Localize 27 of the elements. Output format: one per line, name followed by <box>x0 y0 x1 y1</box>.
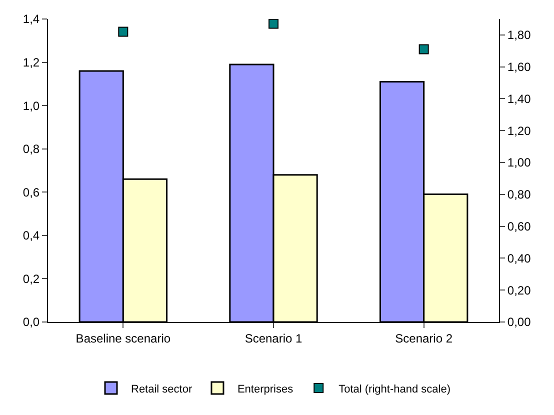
y-tick-label: 0,8 <box>22 142 40 156</box>
y-tick-label: 0,6 <box>22 185 40 200</box>
x-tick-label: Scenario 2 <box>395 331 453 346</box>
y2-tick-label: 1,20 <box>507 124 532 138</box>
point <box>418 44 429 54</box>
y-tick-label: 0,2 <box>22 272 40 286</box>
y2-tick-label: 1,80 <box>507 28 532 42</box>
y-tick-label: 0,0 <box>22 315 40 330</box>
legend-label: Total (right-hand scale) <box>338 383 450 396</box>
y2-tick-label: 0,40 <box>507 251 532 266</box>
y2-tick-label: 1,60 <box>507 60 532 74</box>
y2-tick-label: 0,00 <box>507 315 532 330</box>
y2-tick-label: 1,00 <box>507 156 532 170</box>
y-tick-label: 1,2 <box>22 55 40 70</box>
y2-tick-label: 0,60 <box>507 220 532 234</box>
y-tick-label: 0,4 <box>22 228 40 243</box>
y2-tick-label: 1,40 <box>507 92 532 106</box>
legend-label: Enterprises <box>237 383 294 396</box>
y-tick-label: 1,4 <box>22 12 40 26</box>
y-tick-label: 1,0 <box>22 98 40 113</box>
y2-tick-label: 0,20 <box>507 283 532 298</box>
legend-label: Retail sector <box>131 383 192 396</box>
x-tick-label: Scenario 1 <box>244 331 303 346</box>
y2-tick-label: 0,80 <box>507 188 532 202</box>
point <box>268 19 278 29</box>
point <box>118 26 128 37</box>
x-tick-label: Baseline scenario <box>76 331 171 346</box>
